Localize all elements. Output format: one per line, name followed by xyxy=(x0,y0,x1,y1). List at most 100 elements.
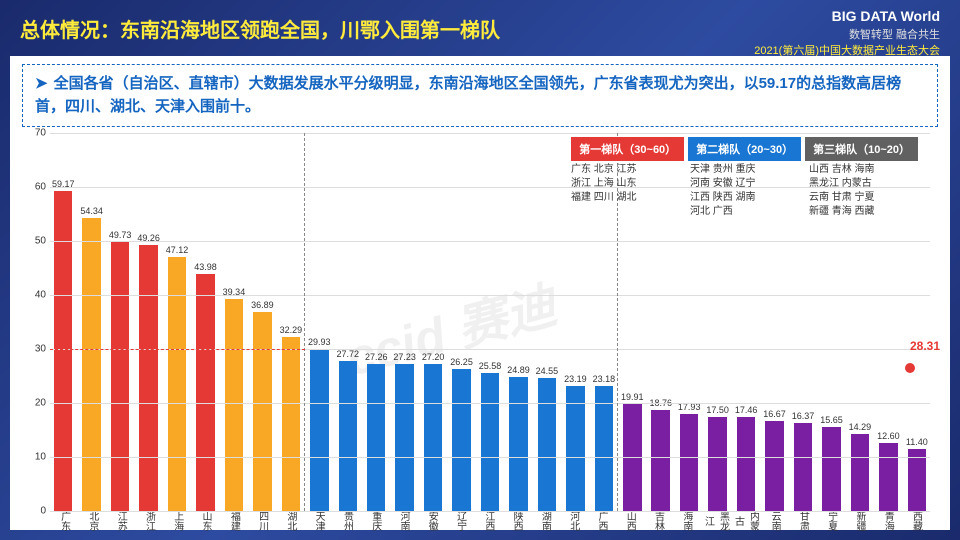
x-label: 江西 xyxy=(474,511,502,531)
bar-column: 49.73 xyxy=(107,242,133,511)
bar-column: 11.40 xyxy=(904,449,930,511)
bar: 29.93 xyxy=(310,349,329,511)
bar: 27.26 xyxy=(367,364,386,511)
x-label: 陕西 xyxy=(503,511,531,531)
gridline xyxy=(50,403,930,404)
bar-value-label: 11.40 xyxy=(906,437,928,447)
x-label: 湖北 xyxy=(276,511,304,531)
gridline xyxy=(50,133,930,134)
bar: 16.37 xyxy=(794,423,813,511)
y-tick: 60 xyxy=(22,182,46,193)
x-label: 浙江 xyxy=(135,511,163,531)
bar: 25.58 xyxy=(481,373,500,511)
bar-column: 16.37 xyxy=(790,423,816,511)
bar: 27.23 xyxy=(395,364,414,511)
x-label: 河北 xyxy=(559,511,587,531)
x-label: 河南 xyxy=(389,511,417,531)
gridline xyxy=(50,295,930,296)
average-marker xyxy=(905,363,915,373)
bar-value-label: 17.46 xyxy=(735,405,758,415)
bar: 11.40 xyxy=(908,449,927,511)
x-label: 辽宁 xyxy=(446,511,474,531)
bar-value-label: 17.50 xyxy=(706,405,729,415)
bar-column: 59.17 xyxy=(50,191,76,511)
gridline xyxy=(50,511,930,512)
legend-members-list: 天津 贵州 重庆 河南 安徽 辽宁 江西 陕西 湖南 河北 广西 xyxy=(684,161,799,221)
arrow-icon: ➤ xyxy=(35,75,48,92)
bar: 36.89 xyxy=(253,312,272,511)
bar-column: 23.18 xyxy=(591,386,617,511)
bar-column: 27.72 xyxy=(335,361,361,511)
bar: 24.55 xyxy=(538,378,557,511)
bar-value-label: 27.23 xyxy=(393,352,416,362)
x-label: 湖南 xyxy=(531,511,559,531)
gridline xyxy=(50,457,930,458)
bar-column: 36.89 xyxy=(249,312,275,511)
x-label: 广西 xyxy=(587,511,615,531)
x-label: 西藏 xyxy=(902,511,930,531)
bar-value-label: 23.19 xyxy=(564,374,587,384)
bar: 27.72 xyxy=(339,361,358,511)
bar: 16.67 xyxy=(765,421,784,511)
x-label: 云南 xyxy=(760,511,788,531)
x-label: 青海 xyxy=(874,511,902,531)
bar-value-label: 49.73 xyxy=(109,230,132,240)
x-label: 重庆 xyxy=(361,511,389,531)
x-label: 黑龙江 xyxy=(700,511,730,531)
gridline xyxy=(50,241,930,242)
bar-column: 15.65 xyxy=(818,427,844,512)
bar-value-label: 15.65 xyxy=(820,415,843,425)
bar: 12.60 xyxy=(879,443,898,511)
legend-members-list: 山西 吉林 海南 黑龙江 内蒙古 云南 甘肃 宁夏 新疆 青海 西藏 xyxy=(803,161,918,221)
bar-column: 26.25 xyxy=(448,369,474,511)
bar: 23.18 xyxy=(595,386,614,511)
x-label: 新疆 xyxy=(845,511,873,531)
bar-value-label: 16.67 xyxy=(763,409,786,419)
tier-divider xyxy=(304,133,305,511)
x-label: 宁夏 xyxy=(817,511,845,531)
bar-value-label: 27.72 xyxy=(336,349,359,359)
bar: 14.29 xyxy=(851,434,870,511)
bar: 17.50 xyxy=(708,417,727,512)
header-branding: BIG DATA World 数智转型 融合共生 2021(第六届)中国大数据产… xyxy=(754,8,940,58)
bar: 27.20 xyxy=(424,364,443,511)
x-axis: 广东北京江苏浙江上海山东福建四川湖北天津贵州重庆河南安徽辽宁江西陕西湖南河北广西… xyxy=(50,511,930,531)
bar-value-label: 25.58 xyxy=(479,361,502,371)
bar-column: 14.29 xyxy=(847,434,873,511)
tier-legend: 第一梯队（30~60）第二梯队（20~30）第三梯队（10~20） xyxy=(571,137,918,161)
bar-value-label: 27.20 xyxy=(422,352,445,362)
bar: 54.34 xyxy=(82,218,101,511)
bar: 32.29 xyxy=(282,337,301,511)
x-label: 福建 xyxy=(220,511,248,531)
legend-tier: 第二梯队（20~30） xyxy=(688,137,801,161)
bar: 17.46 xyxy=(737,417,756,511)
y-tick: 40 xyxy=(22,290,46,301)
legend-tier: 第一梯队（30~60） xyxy=(571,137,684,161)
bar-column: 49.26 xyxy=(135,245,161,511)
bar-column: 27.26 xyxy=(363,364,389,511)
bar: 39.34 xyxy=(225,299,244,511)
bar: 26.25 xyxy=(452,369,471,511)
bar-value-label: 23.18 xyxy=(593,374,616,384)
x-label: 甘肃 xyxy=(789,511,817,531)
bar-value-label: 26.25 xyxy=(450,357,473,367)
bar: 15.65 xyxy=(822,427,841,512)
page-title: 总体情况：东南沿海地区领跑全国，川鄂入围第一梯队 xyxy=(20,14,500,43)
x-label: 吉林 xyxy=(644,511,672,531)
bar-column: 24.55 xyxy=(534,378,560,511)
bar: 43.98 xyxy=(196,274,215,511)
bar-column: 25.58 xyxy=(477,373,503,511)
bar-value-label: 16.37 xyxy=(792,411,815,421)
bar-column: 16.67 xyxy=(761,421,787,511)
y-tick: 20 xyxy=(22,398,46,409)
bar-column: 17.46 xyxy=(733,417,759,511)
bar-value-label: 12.60 xyxy=(877,431,900,441)
bar-chart: ccid 赛迪 59.1754.3449.7349.2647.1243.9839… xyxy=(22,133,938,531)
bar-column: 12.60 xyxy=(875,443,901,511)
x-label: 北京 xyxy=(78,511,106,531)
y-tick: 50 xyxy=(22,236,46,247)
bar: 49.26 xyxy=(139,245,158,511)
y-tick: 70 xyxy=(22,128,46,139)
bar-column: 23.19 xyxy=(562,386,588,511)
bar-value-label: 24.55 xyxy=(536,366,559,376)
